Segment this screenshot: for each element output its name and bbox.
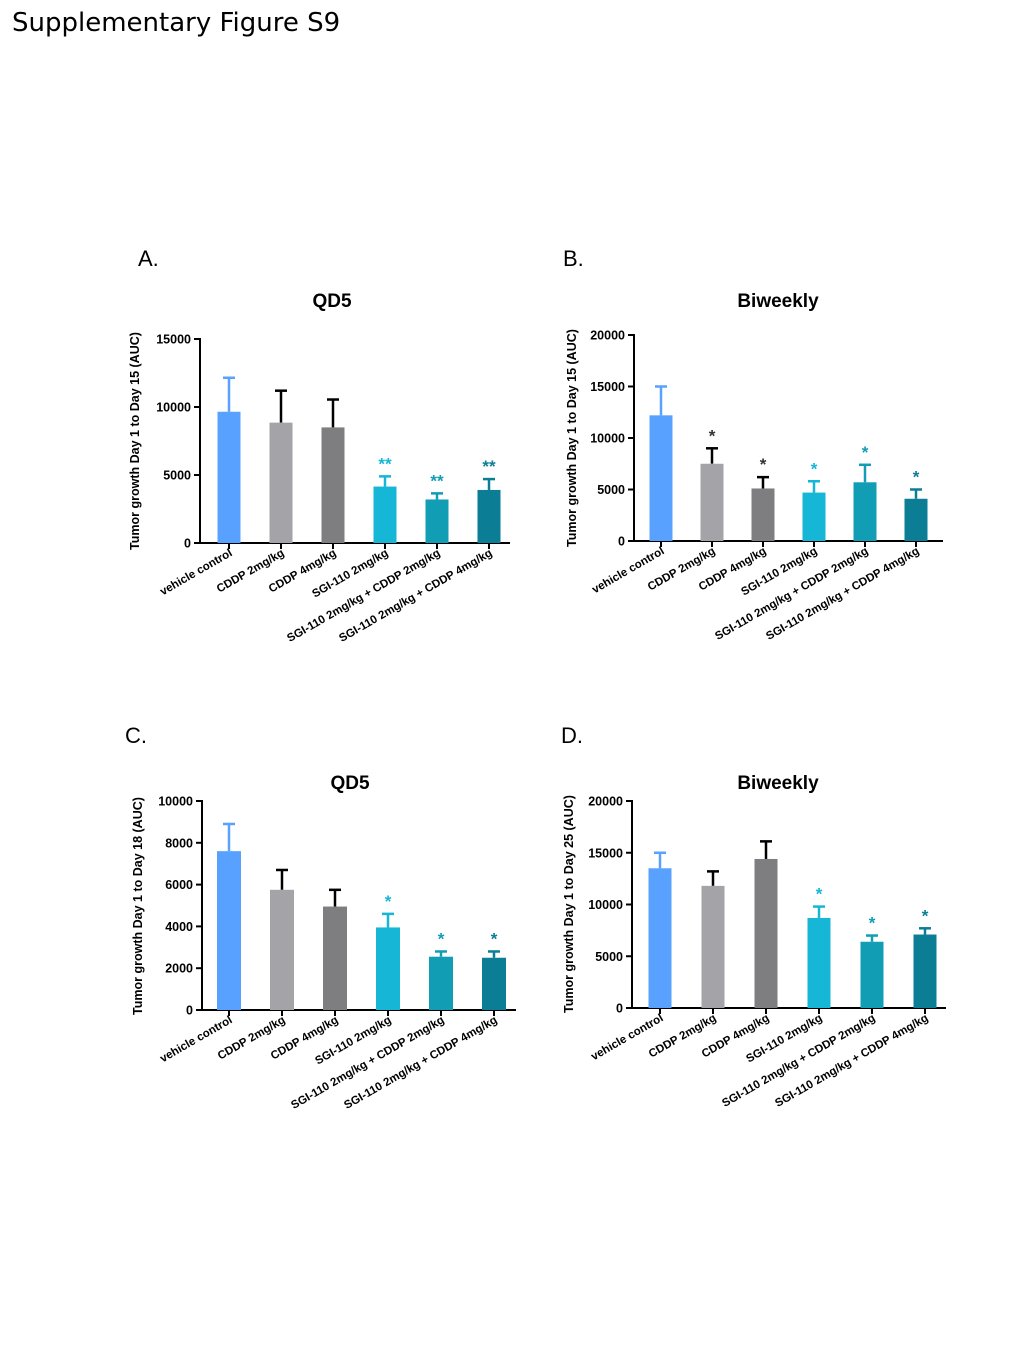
- significance-marker: **: [378, 454, 392, 473]
- chart-title: Biweekly: [737, 291, 819, 312]
- significance-marker: *: [913, 468, 920, 487]
- y-tick-label: 10000: [590, 432, 625, 446]
- bar: [807, 917, 831, 1008]
- bar: [754, 858, 778, 1008]
- panel-letter: D.: [561, 723, 583, 748]
- y-tick-label: 15000: [590, 380, 625, 394]
- significance-marker: *: [922, 906, 929, 925]
- significance-marker: *: [811, 459, 818, 478]
- bar: [323, 906, 347, 1010]
- bar: [217, 851, 241, 1010]
- y-tick-label: 0: [618, 535, 625, 549]
- page-title: Supplementary Figure S9: [12, 8, 341, 38]
- y-tick-label: 5000: [595, 950, 623, 964]
- significance-marker: *: [709, 426, 716, 445]
- y-tick-label: 6000: [165, 878, 193, 892]
- bar: [913, 934, 937, 1008]
- y-tick-label: 5000: [597, 483, 625, 497]
- y-tick-label: 8000: [165, 836, 193, 850]
- panel-letter: B.: [563, 246, 584, 271]
- bar: [269, 422, 293, 543]
- significance-marker: **: [430, 471, 444, 490]
- y-tick-label: 10000: [156, 401, 191, 415]
- y-tick-label: 2000: [165, 962, 193, 976]
- y-tick-label: 10000: [158, 795, 193, 809]
- significance-marker: *: [869, 914, 876, 933]
- bar: [425, 499, 449, 543]
- bar: [477, 489, 501, 543]
- y-axis-label: Tumor growth Day 1 to Day 18 (AUC): [131, 797, 145, 1015]
- significance-marker: **: [482, 457, 496, 476]
- significance-marker: *: [862, 443, 869, 462]
- bar: [648, 868, 672, 1008]
- bar: [321, 427, 345, 543]
- bar: [270, 889, 294, 1010]
- panel-letter: A.: [138, 246, 159, 271]
- chart-title: Biweekly: [737, 773, 819, 794]
- bar: [751, 488, 775, 541]
- panel-letter: C.: [125, 723, 147, 748]
- significance-marker: *: [816, 885, 823, 904]
- y-axis-label: Tumor growth Day 1 to Day 15 (AUC): [128, 332, 142, 550]
- significance-marker: *: [491, 929, 498, 948]
- y-tick-label: 4000: [165, 920, 193, 934]
- y-tick-label: 0: [186, 1004, 193, 1018]
- y-tick-label: 20000: [590, 329, 625, 343]
- bar: [217, 411, 241, 543]
- y-tick-label: 15000: [588, 846, 623, 860]
- y-axis-label: Tumor growth Day 1 to Day 15 (AUC): [565, 329, 579, 547]
- bar: [860, 941, 884, 1008]
- y-tick-label: 0: [616, 1002, 623, 1016]
- y-tick-label: 5000: [163, 469, 191, 483]
- bar: [904, 498, 928, 541]
- bar: [802, 492, 826, 541]
- y-tick-label: 0: [184, 537, 191, 551]
- y-tick-label: 20000: [588, 795, 623, 809]
- significance-marker: *: [760, 455, 767, 474]
- y-axis-label: Tumor growth Day 1 to Day 25 (AUC): [562, 795, 576, 1013]
- y-tick-label: 10000: [588, 898, 623, 912]
- bar: [482, 957, 506, 1010]
- bar: [429, 956, 453, 1010]
- significance-marker: *: [385, 892, 392, 911]
- significance-marker: *: [438, 929, 445, 948]
- bar: [373, 486, 397, 543]
- chart-title: QD5: [330, 773, 370, 794]
- bar: [701, 885, 725, 1008]
- bar: [376, 927, 400, 1010]
- y-tick-label: 15000: [156, 333, 191, 347]
- bar: [700, 463, 724, 541]
- bar: [649, 415, 673, 541]
- bar: [853, 482, 877, 541]
- chart-title: QD5: [312, 291, 352, 312]
